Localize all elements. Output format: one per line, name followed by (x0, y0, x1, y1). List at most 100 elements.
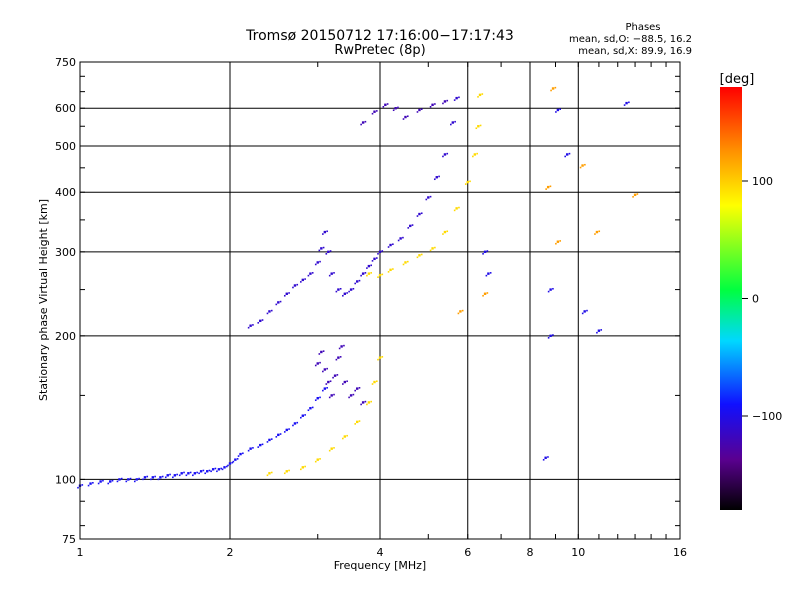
data-point (434, 103, 436, 105)
data-point (231, 461, 234, 464)
data-point (343, 292, 347, 295)
data-point (451, 121, 455, 124)
series-4 (266, 356, 384, 477)
data-point (434, 246, 436, 249)
data-point (381, 273, 384, 276)
series-5 (366, 93, 484, 278)
data-point (378, 250, 382, 254)
data-point (381, 250, 384, 252)
data-point (138, 477, 140, 480)
plot-frame (79, 61, 681, 540)
data-point (404, 261, 407, 264)
data-point (89, 482, 92, 485)
data-point (450, 123, 452, 126)
data-point (288, 469, 290, 472)
series-0 (77, 387, 328, 489)
data-point (482, 294, 484, 297)
data-point (322, 350, 325, 352)
data-point (469, 180, 471, 183)
data-point (288, 428, 290, 430)
data-point (316, 261, 319, 264)
data-point (487, 272, 490, 275)
data-point (486, 250, 489, 252)
data-point (549, 334, 552, 338)
data-point (335, 290, 338, 293)
data-point (304, 278, 306, 280)
data-point (483, 292, 487, 295)
data-point (336, 374, 339, 376)
data-point (458, 206, 460, 209)
data-point (116, 480, 119, 483)
data-point (478, 93, 482, 97)
data-point (257, 446, 260, 448)
data-point (326, 367, 328, 370)
data-point (268, 472, 271, 475)
data-point (453, 99, 456, 101)
data-point (596, 331, 598, 334)
data-point (325, 253, 328, 255)
data-point (366, 267, 368, 269)
data-point (337, 356, 340, 359)
x-tick-label: 4 (377, 546, 384, 559)
data-point (364, 272, 367, 274)
data-point (442, 233, 444, 235)
data-point (628, 101, 630, 104)
data-point (446, 152, 449, 155)
data-point (367, 272, 371, 275)
data-point (279, 433, 282, 435)
data-point (270, 438, 273, 440)
data-point (301, 278, 305, 282)
data-point (358, 387, 361, 389)
chart-title: Tromsø 20150712 17:16:00−17:17:43 (245, 28, 514, 44)
data-point (367, 264, 371, 268)
data-point (397, 106, 399, 109)
data-point (442, 102, 444, 105)
data-point (266, 441, 269, 443)
data-point (586, 309, 588, 312)
data-point (333, 374, 337, 377)
data-point (420, 253, 423, 256)
data-point (151, 476, 155, 479)
data-point (314, 399, 317, 401)
data-point (416, 215, 419, 217)
data-point (425, 198, 428, 201)
data-point (342, 294, 344, 297)
data-point (370, 400, 372, 403)
data-point (392, 109, 395, 112)
data-point (239, 452, 242, 456)
data-point (202, 469, 205, 472)
data-point (309, 407, 312, 410)
data-point (435, 176, 438, 179)
data-point (346, 380, 348, 383)
data-point (416, 256, 419, 259)
data-point (418, 108, 421, 112)
data-point (314, 460, 317, 463)
data-point (283, 472, 286, 475)
data-point (407, 227, 410, 229)
data-point (466, 180, 469, 184)
data-point (406, 260, 409, 263)
data-point (544, 456, 547, 459)
data-point (320, 247, 323, 250)
data-point (309, 272, 312, 275)
data-point (389, 243, 392, 247)
data-point (335, 358, 338, 361)
colorbar-ticks: 100 0 −100 (742, 175, 782, 423)
data-point (261, 443, 264, 446)
data-point (402, 118, 405, 120)
data-point (217, 468, 221, 471)
data-point (236, 458, 239, 460)
data-point (382, 106, 385, 108)
grid-lines (80, 62, 680, 539)
data-point (208, 469, 211, 472)
data-point (552, 287, 554, 290)
data-point (99, 480, 102, 483)
data-point (343, 380, 347, 384)
data-point (314, 364, 317, 367)
data-point (427, 196, 430, 199)
series-1 (314, 344, 367, 406)
data-point (178, 474, 181, 477)
data-point (227, 464, 229, 467)
data-point (259, 319, 262, 323)
data-point (102, 479, 104, 482)
